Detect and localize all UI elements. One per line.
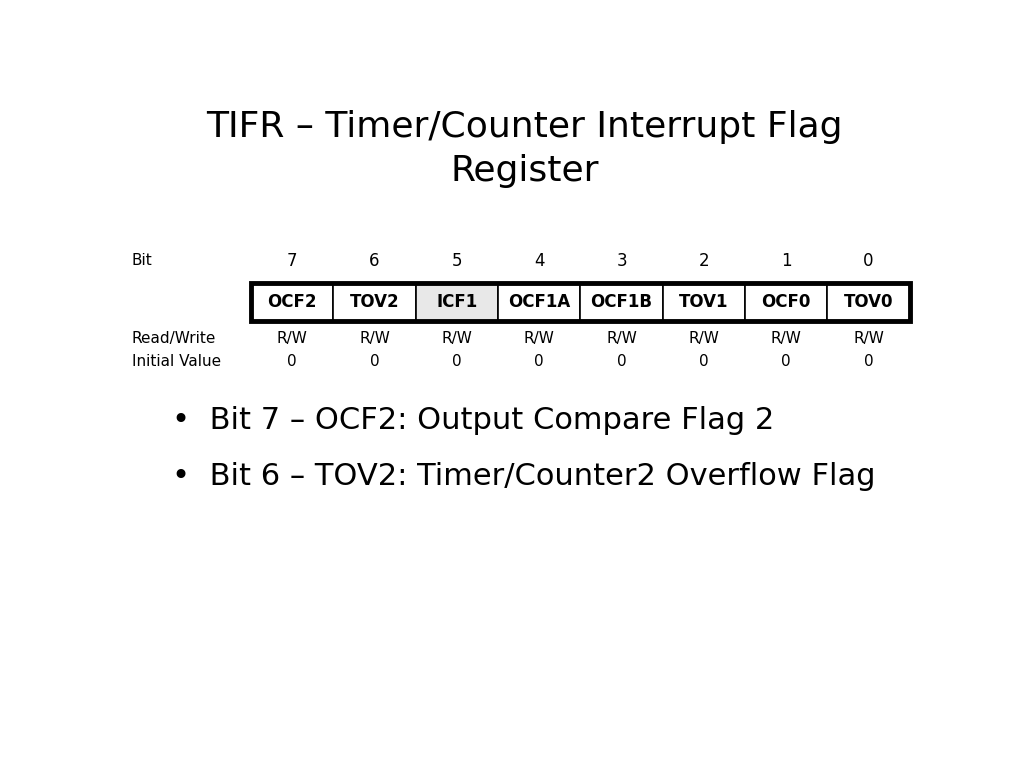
Text: 0: 0 <box>699 354 709 369</box>
Text: 0: 0 <box>535 354 544 369</box>
Text: Initial Value: Initial Value <box>132 354 221 369</box>
Bar <box>827 283 909 321</box>
Text: 0: 0 <box>452 354 462 369</box>
Text: TOV2: TOV2 <box>350 293 399 311</box>
Text: R/W: R/W <box>523 331 555 346</box>
Bar <box>334 283 416 321</box>
Text: 1: 1 <box>781 252 792 270</box>
Text: 7: 7 <box>287 252 297 270</box>
Text: R/W: R/W <box>276 331 307 346</box>
Bar <box>745 283 827 321</box>
Text: 0: 0 <box>863 252 873 270</box>
Text: Register: Register <box>451 154 599 188</box>
Text: OCF0: OCF0 <box>762 293 811 311</box>
Text: R/W: R/W <box>853 331 884 346</box>
Text: 4: 4 <box>534 252 545 270</box>
Text: ICF1: ICF1 <box>436 293 477 311</box>
Text: R/W: R/W <box>688 331 719 346</box>
Text: R/W: R/W <box>441 331 472 346</box>
Text: 0: 0 <box>863 354 873 369</box>
Bar <box>498 283 581 321</box>
Text: OCF1A: OCF1A <box>508 293 570 311</box>
Text: 2: 2 <box>698 252 710 270</box>
Text: R/W: R/W <box>606 331 637 346</box>
Text: 6: 6 <box>370 252 380 270</box>
Text: 0: 0 <box>616 354 627 369</box>
Bar <box>416 283 498 321</box>
Text: 3: 3 <box>616 252 627 270</box>
Text: TIFR – Timer/Counter Interrupt Flag: TIFR – Timer/Counter Interrupt Flag <box>207 110 843 144</box>
Text: 0: 0 <box>781 354 791 369</box>
Text: OCF2: OCF2 <box>267 293 316 311</box>
Text: R/W: R/W <box>771 331 802 346</box>
Text: TOV1: TOV1 <box>679 293 729 311</box>
Text: OCF1B: OCF1B <box>591 293 652 311</box>
Text: •  Bit 6 – TOV2: Timer/Counter2 Overflow Flag: • Bit 6 – TOV2: Timer/Counter2 Overflow … <box>172 462 876 491</box>
Bar <box>663 283 745 321</box>
Text: 5: 5 <box>452 252 462 270</box>
Text: 0: 0 <box>288 354 297 369</box>
Text: Bit: Bit <box>132 253 153 268</box>
Bar <box>251 283 334 321</box>
Bar <box>581 283 663 321</box>
Bar <box>251 283 909 321</box>
Text: R/W: R/W <box>359 331 390 346</box>
Text: 0: 0 <box>370 354 379 369</box>
Text: Read/Write: Read/Write <box>132 331 216 346</box>
Text: TOV0: TOV0 <box>844 293 893 311</box>
Text: •  Bit 7 – OCF2: Output Compare Flag 2: • Bit 7 – OCF2: Output Compare Flag 2 <box>172 406 774 435</box>
